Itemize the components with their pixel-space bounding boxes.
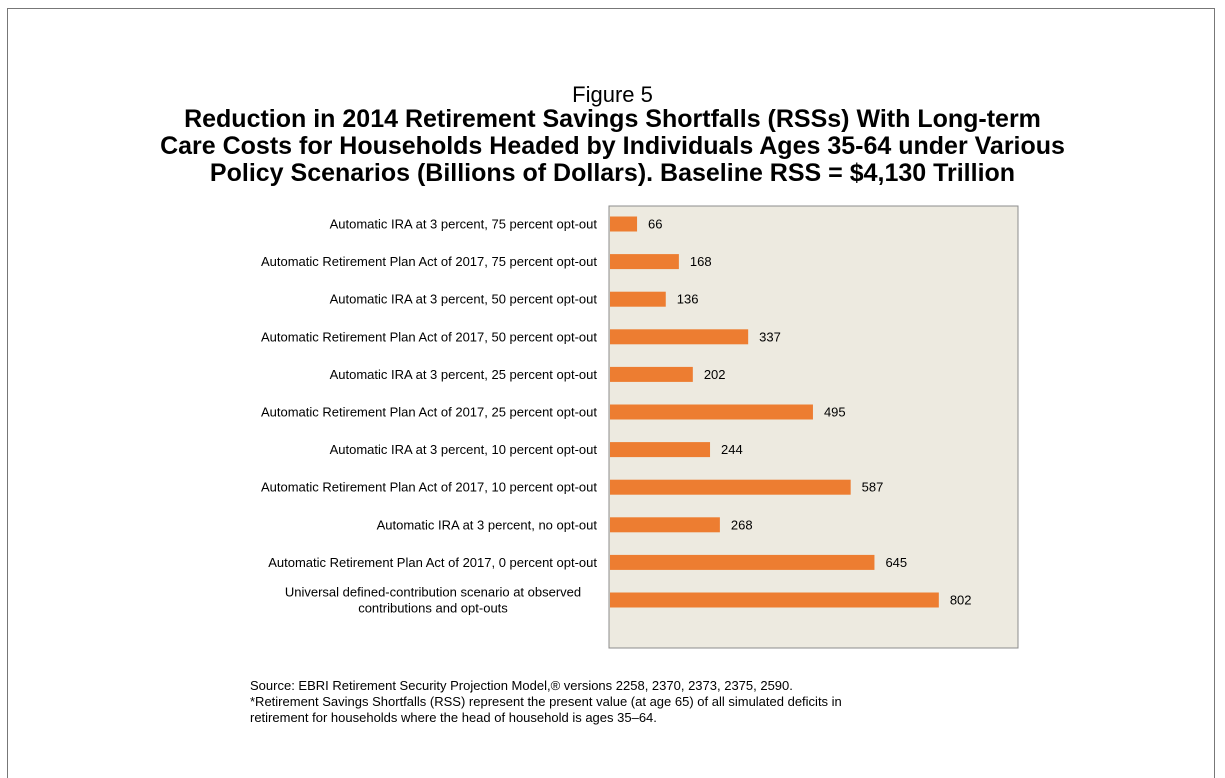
source-line-1: Source: EBRI Retirement Security Project… bbox=[250, 678, 793, 693]
bar-value-label: 202 bbox=[704, 367, 726, 382]
bar-value-label: 495 bbox=[824, 405, 846, 420]
figure-label: Figure 5 bbox=[572, 82, 653, 107]
category-label: Automatic IRA at 3 percent, 25 percent o… bbox=[330, 367, 598, 382]
bar bbox=[610, 554, 875, 570]
bar bbox=[610, 592, 939, 608]
plot-area bbox=[608, 205, 1019, 649]
bar-value-label: 645 bbox=[885, 555, 907, 570]
bar bbox=[610, 366, 693, 382]
bar-value-label: 587 bbox=[862, 480, 884, 495]
category-label: Universal defined-contribution scenario … bbox=[285, 585, 581, 600]
category-label: Automatic Retirement Plan Act of 2017, 7… bbox=[261, 254, 597, 269]
bar bbox=[610, 479, 851, 495]
bar-value-label: 66 bbox=[648, 217, 662, 232]
figure-frame bbox=[7, 8, 1215, 778]
bar bbox=[610, 291, 666, 307]
bar-value-label: 244 bbox=[721, 442, 743, 457]
bar bbox=[610, 216, 638, 232]
category-label: Automatic IRA at 3 percent, no opt-out bbox=[377, 517, 598, 532]
chart-title: Reduction in 2014 Retirement Savings Sho… bbox=[80, 106, 1145, 187]
bar-value-label: 268 bbox=[731, 517, 753, 532]
bar-value-label: 136 bbox=[677, 292, 699, 307]
chart-title-line-1: Reduction in 2014 Retirement Savings Sho… bbox=[184, 105, 1041, 133]
chart-title-line-3: Policy Scenarios (Billions of Dollars). … bbox=[209, 159, 1016, 187]
category-label: contributions and opt-outs bbox=[358, 601, 508, 616]
bar bbox=[610, 442, 711, 458]
bar bbox=[610, 329, 749, 345]
bar bbox=[610, 517, 720, 533]
category-label: Automatic IRA at 3 percent, 50 percent o… bbox=[330, 292, 598, 307]
bar-value-label: 337 bbox=[759, 329, 781, 344]
chart-title-line-2: Care Costs for Households Headed by Indi… bbox=[160, 132, 1065, 160]
source-line-2: *Retirement Savings Shortfalls (RSS) rep… bbox=[250, 694, 842, 709]
source-note: Source: EBRI Retirement Security Project… bbox=[250, 678, 842, 726]
bar-value-label: 802 bbox=[950, 593, 972, 608]
source-line-3: retirement for households where the head… bbox=[250, 710, 657, 725]
category-label: Automatic IRA at 3 percent, 10 percent o… bbox=[330, 442, 598, 457]
bar bbox=[610, 254, 679, 270]
bar-value-label: 168 bbox=[690, 254, 712, 269]
bar bbox=[610, 404, 813, 420]
category-label: Automatic Retirement Plan Act of 2017, 1… bbox=[261, 480, 597, 495]
category-label: Automatic Retirement Plan Act of 2017, 2… bbox=[261, 405, 597, 420]
category-label: Automatic Retirement Plan Act of 2017, 0… bbox=[268, 555, 597, 570]
category-label: Automatic IRA at 3 percent, 75 percent o… bbox=[330, 217, 598, 232]
category-label: Automatic Retirement Plan Act of 2017, 5… bbox=[261, 329, 597, 344]
